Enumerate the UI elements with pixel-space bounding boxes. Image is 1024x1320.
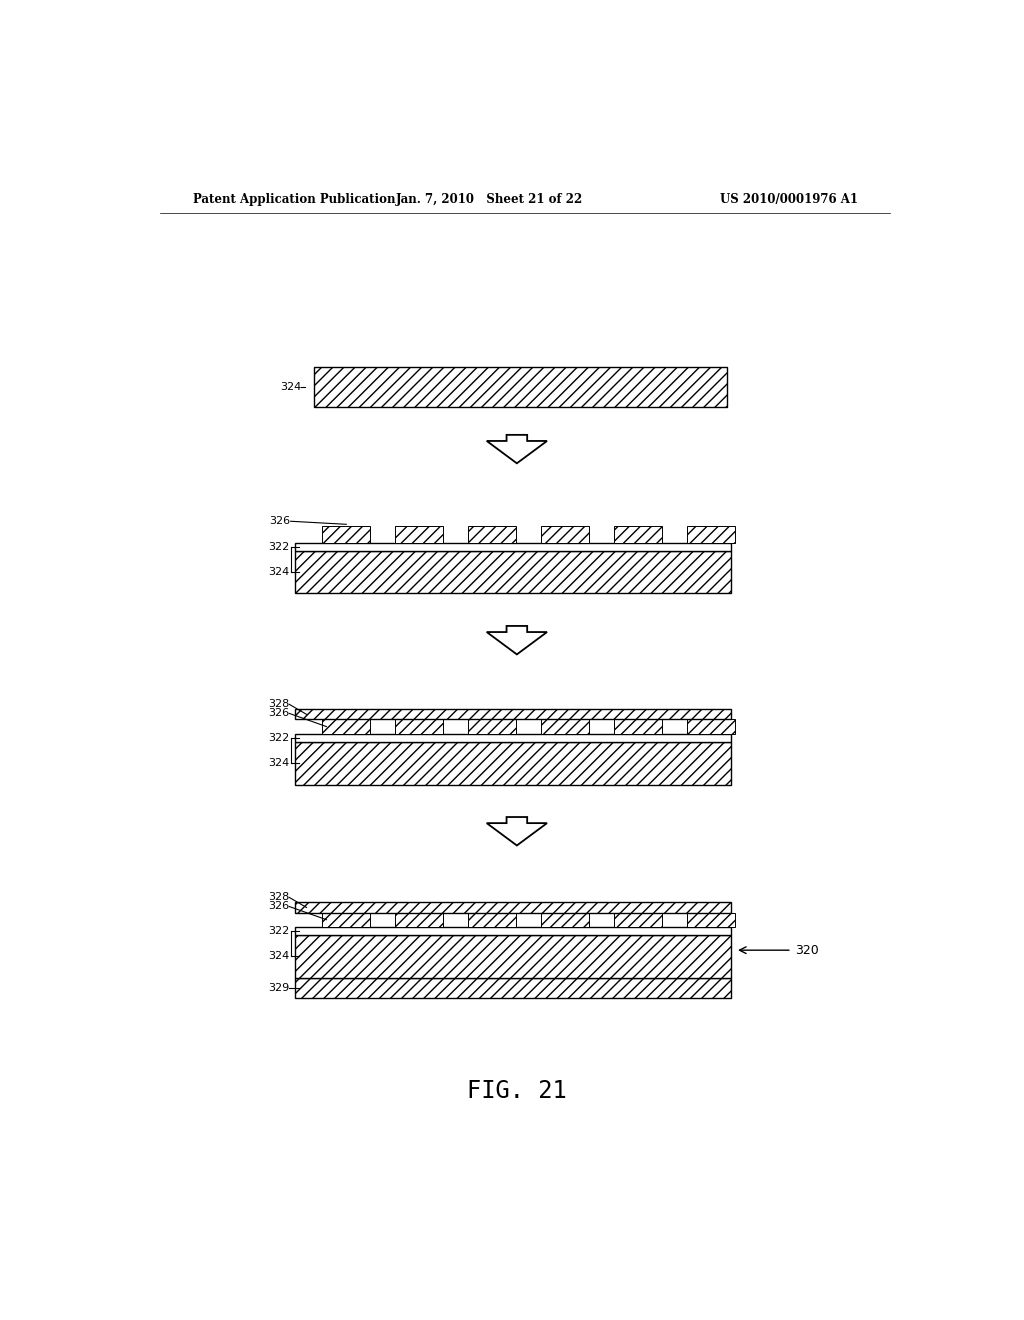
Bar [542,912,589,927]
Bar [687,719,735,734]
Text: 324: 324 [280,381,301,392]
Text: 326: 326 [268,902,289,912]
Bar [614,912,663,927]
Bar [614,719,663,734]
Text: 326: 326 [269,516,291,527]
Bar [295,709,731,719]
Bar [614,527,663,543]
Text: FIG. 21: FIG. 21 [467,1080,566,1104]
Text: 328: 328 [268,700,289,709]
Text: 324: 324 [268,952,289,961]
Bar [323,527,370,543]
Bar [395,912,443,927]
Bar [395,719,443,734]
Text: 324: 324 [268,568,289,577]
Bar [295,903,731,912]
Bar [468,912,516,927]
Text: 322: 322 [268,541,289,552]
Bar [542,719,589,734]
Polygon shape [486,626,547,655]
Bar [295,550,731,594]
Text: Jan. 7, 2010   Sheet 21 of 22: Jan. 7, 2010 Sheet 21 of 22 [395,193,583,206]
Text: 324: 324 [268,758,289,768]
Polygon shape [486,817,547,846]
Text: 322: 322 [268,733,289,743]
Text: US 2010/0001976 A1: US 2010/0001976 A1 [720,193,858,206]
Bar [323,719,370,734]
Bar [295,734,731,742]
Bar [323,912,370,927]
Bar [542,527,589,543]
Text: 328: 328 [268,892,289,903]
Text: 329: 329 [268,983,289,993]
Bar [295,978,731,998]
Bar [295,927,731,935]
Text: 322: 322 [268,925,289,936]
Text: 320: 320 [739,944,818,957]
Bar [687,527,735,543]
Bar [295,543,731,550]
Bar [468,527,516,543]
Polygon shape [486,434,547,463]
Bar [295,742,731,784]
Bar [468,719,516,734]
Bar [295,935,731,978]
Bar [395,527,443,543]
Text: Patent Application Publication: Patent Application Publication [194,193,395,206]
Bar [687,912,735,927]
Text: 326: 326 [268,709,289,718]
Bar [314,367,727,408]
